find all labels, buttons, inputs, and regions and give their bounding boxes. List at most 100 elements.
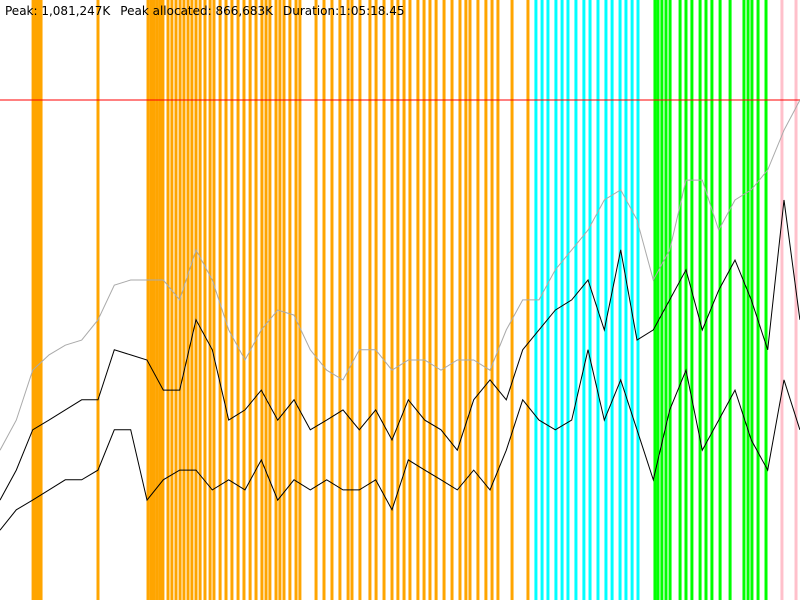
gc-event xyxy=(37,0,41,600)
gc-event xyxy=(510,0,514,600)
gc-event xyxy=(546,0,550,600)
gc-event xyxy=(756,0,760,600)
gc-event xyxy=(161,0,165,600)
gc-event xyxy=(660,0,664,600)
gc-event xyxy=(610,0,614,600)
gc-event xyxy=(338,0,342,600)
gc-event xyxy=(374,0,378,600)
gc-event xyxy=(582,0,586,600)
gc-event xyxy=(358,0,362,600)
gc-event xyxy=(416,0,420,600)
gc-event xyxy=(208,0,212,600)
gc-event xyxy=(158,0,162,600)
gc-event xyxy=(450,0,454,600)
gc-event xyxy=(368,0,372,600)
gc-event xyxy=(242,0,246,600)
gc-event xyxy=(434,0,438,600)
gc-event xyxy=(476,0,480,600)
gc-event xyxy=(574,0,578,600)
gc-event xyxy=(346,0,350,600)
gc-event xyxy=(152,0,156,600)
gc-event xyxy=(442,0,446,600)
gc-event xyxy=(490,0,494,600)
gc-event xyxy=(218,0,222,600)
gc-event xyxy=(746,0,750,600)
gc-event xyxy=(39,0,43,600)
gc-event xyxy=(31,0,35,600)
memory-line xyxy=(0,199,800,501)
gc-event xyxy=(198,0,202,600)
gc-event xyxy=(684,0,688,600)
gc-event xyxy=(274,0,278,600)
gc-event xyxy=(604,0,608,600)
header-stat: Duration:1:05:18.45 xyxy=(282,4,405,18)
gc-event xyxy=(596,0,600,600)
gc-event xyxy=(540,0,544,600)
gc-event xyxy=(170,0,174,600)
gc-event xyxy=(428,0,432,600)
gc-event xyxy=(212,0,216,600)
header-stat: Peak allocated: 866,683K xyxy=(120,4,273,18)
gc-event xyxy=(182,0,186,600)
gc-event xyxy=(254,0,258,600)
gc-event xyxy=(155,0,159,600)
gc-event xyxy=(402,0,406,600)
gc-event xyxy=(588,0,592,600)
gc-event xyxy=(330,0,334,600)
gc-event xyxy=(636,0,640,600)
gc-event xyxy=(618,0,622,600)
gc-event xyxy=(408,0,412,600)
gc-event xyxy=(678,0,682,600)
header-stat: Peak: 1,081,247K xyxy=(5,4,111,18)
gc-event xyxy=(96,0,100,600)
gc-event xyxy=(390,0,394,600)
memory-line xyxy=(0,349,800,531)
gc-event xyxy=(260,0,264,600)
gc-event xyxy=(236,0,240,600)
gc-event xyxy=(484,0,488,600)
gc-event xyxy=(264,0,268,600)
gc-event xyxy=(278,0,282,600)
gc-event xyxy=(742,0,746,600)
gc-event xyxy=(728,0,732,600)
gc-event xyxy=(203,0,207,600)
memory-line xyxy=(0,99,800,451)
gc-event xyxy=(422,0,426,600)
gc-event xyxy=(468,0,472,600)
gc-event xyxy=(464,0,468,600)
gc-event xyxy=(149,0,153,600)
gc-event xyxy=(566,0,570,600)
gc-event xyxy=(186,0,190,600)
gc-event xyxy=(314,0,318,600)
gc-event xyxy=(560,0,564,600)
gc-event xyxy=(298,0,302,600)
gc-event xyxy=(248,0,252,600)
gc-event xyxy=(690,0,694,600)
gc-event xyxy=(630,0,634,600)
gc-event xyxy=(294,0,298,600)
gc-event xyxy=(656,0,660,600)
gc-event xyxy=(33,0,37,600)
gc-event xyxy=(224,0,228,600)
gc-event xyxy=(166,0,170,600)
gc-event xyxy=(750,0,754,600)
gc-event xyxy=(653,0,657,600)
gc-event xyxy=(288,0,292,600)
gc-event xyxy=(496,0,500,600)
gc-event xyxy=(194,0,198,600)
gc-event xyxy=(268,0,272,600)
gc-event xyxy=(664,0,668,600)
header: Peak: 1,081,247K Peak allocated: 866,683K… xyxy=(5,4,415,18)
gc-event xyxy=(624,0,628,600)
gc-event xyxy=(396,0,400,600)
gc-event xyxy=(146,0,150,600)
gc-event xyxy=(350,0,354,600)
gc-event xyxy=(35,0,39,600)
gc-event xyxy=(780,0,784,600)
gc-event xyxy=(764,0,768,600)
gc-event xyxy=(554,0,558,600)
gc-event xyxy=(230,0,234,600)
gc-event xyxy=(718,0,722,600)
